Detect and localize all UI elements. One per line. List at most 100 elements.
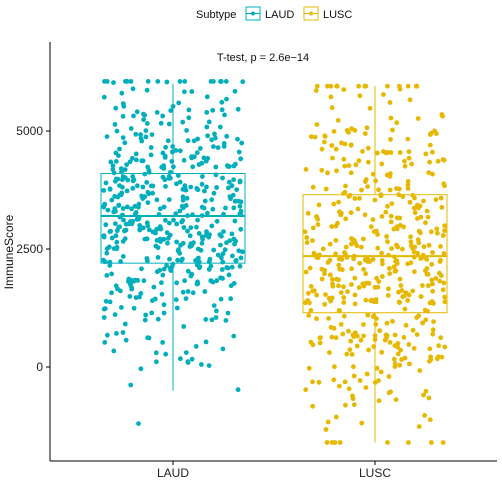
data-point	[342, 163, 348, 169]
data-point	[191, 138, 197, 144]
data-point	[145, 164, 151, 170]
data-point	[336, 308, 342, 313]
data-point	[342, 189, 348, 195]
legend-key-laud-dot	[251, 11, 255, 16]
data-point	[349, 126, 354, 131]
data-point	[410, 327, 416, 333]
data-point	[226, 272, 232, 278]
data-point	[182, 278, 188, 284]
data-point	[429, 299, 435, 305]
data-point	[314, 316, 319, 322]
data-point	[123, 337, 129, 343]
data-point	[424, 257, 430, 262]
data-point	[318, 335, 323, 340]
data-point	[175, 257, 181, 263]
data-point	[107, 259, 113, 265]
data-point	[388, 150, 394, 155]
data-point	[365, 145, 371, 151]
data-point	[389, 201, 395, 207]
legend-title: Subtype	[196, 9, 236, 21]
data-point	[331, 377, 337, 383]
y-tick-label: 5000	[16, 124, 43, 138]
data-point	[163, 144, 169, 150]
data-point	[122, 140, 128, 146]
data-point	[104, 250, 110, 256]
data-point	[235, 136, 240, 142]
data-point	[142, 171, 148, 177]
data-point	[235, 106, 241, 112]
data-point	[311, 250, 317, 256]
data-point	[442, 294, 447, 300]
data-point	[379, 349, 385, 355]
data-point	[304, 235, 310, 240]
x-tick-label: LAUD	[157, 466, 189, 480]
data-point	[390, 318, 395, 324]
data-point	[210, 107, 216, 113]
data-point	[407, 199, 413, 205]
data-point	[393, 268, 399, 274]
data-point	[364, 371, 370, 377]
data-point	[105, 207, 111, 213]
data-point	[365, 312, 371, 318]
data-point	[341, 284, 346, 290]
data-point	[411, 346, 417, 351]
data-point	[425, 283, 431, 289]
data-point	[315, 222, 321, 227]
data-point	[188, 225, 194, 231]
data-point	[204, 110, 210, 115]
data-point	[125, 279, 131, 284]
data-point	[154, 238, 160, 243]
data-point	[229, 264, 235, 270]
data-point	[336, 283, 341, 289]
data-point	[161, 166, 167, 171]
data-point	[352, 292, 358, 298]
data-point	[231, 177, 237, 183]
data-point	[160, 113, 166, 119]
data-point	[412, 210, 418, 216]
data-point	[314, 122, 320, 127]
data-point	[398, 283, 404, 288]
data-point	[206, 119, 212, 125]
data-point	[113, 283, 119, 289]
data-point	[150, 298, 155, 303]
data-point	[346, 386, 352, 392]
data-point	[177, 179, 183, 185]
data-point	[230, 192, 236, 198]
data-point	[107, 299, 113, 305]
data-point	[209, 223, 215, 229]
data-point	[175, 173, 181, 179]
data-point	[390, 127, 395, 133]
data-point	[214, 278, 220, 284]
data-point	[130, 174, 136, 179]
data-points	[101, 79, 448, 445]
data-point	[319, 146, 325, 152]
data-point	[144, 220, 150, 226]
data-point	[429, 277, 435, 283]
data-point	[395, 344, 400, 350]
data-point	[240, 249, 245, 255]
data-point	[346, 194, 352, 199]
data-point	[231, 236, 237, 242]
data-point	[145, 79, 151, 84]
data-point	[406, 149, 412, 155]
data-point	[427, 346, 433, 352]
data-point	[357, 378, 363, 383]
data-point	[114, 228, 120, 234]
data-point	[185, 228, 190, 234]
data-point	[360, 281, 366, 287]
data-point	[186, 115, 192, 121]
data-point	[112, 194, 117, 199]
data-point	[211, 247, 217, 253]
data-point	[422, 413, 427, 418]
data-point	[397, 300, 402, 305]
data-point	[442, 299, 448, 305]
data-point	[306, 290, 311, 296]
data-point	[395, 341, 401, 346]
data-point	[143, 128, 149, 134]
data-point	[164, 79, 170, 85]
data-point	[375, 232, 380, 237]
data-point	[168, 169, 173, 175]
data-point	[442, 223, 447, 229]
data-point	[385, 83, 390, 89]
data-point	[414, 83, 420, 89]
